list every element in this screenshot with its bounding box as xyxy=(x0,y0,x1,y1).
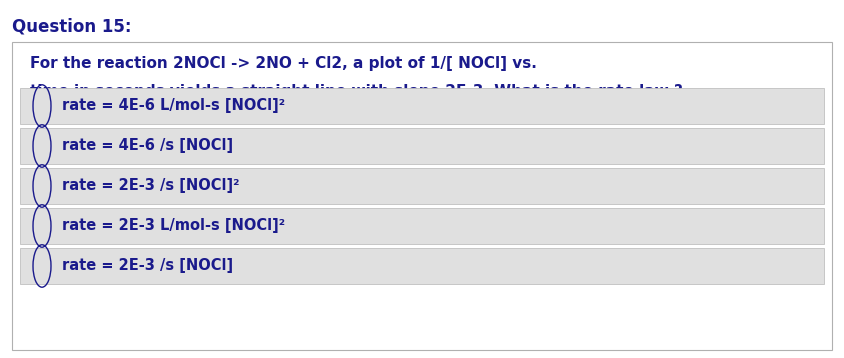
Text: Question 15:: Question 15: xyxy=(12,18,132,36)
Text: rate = 2E-3 L/mol-s [NOCl]²: rate = 2E-3 L/mol-s [NOCl]² xyxy=(62,218,285,233)
FancyBboxPatch shape xyxy=(12,42,832,350)
Text: rate = 4E-6 /s [NOCl]: rate = 4E-6 /s [NOCl] xyxy=(62,139,233,154)
FancyBboxPatch shape xyxy=(20,168,824,204)
Text: time in seconds yields a straight line with slope 2E-3. What is the rate law ?: time in seconds yields a straight line w… xyxy=(30,84,683,99)
Text: rate = 2E-3 /s [NOCl]: rate = 2E-3 /s [NOCl] xyxy=(62,258,233,274)
Text: rate = 2E-3 /s [NOCl]²: rate = 2E-3 /s [NOCl]² xyxy=(62,179,240,194)
FancyBboxPatch shape xyxy=(20,88,824,124)
FancyBboxPatch shape xyxy=(20,208,824,244)
FancyBboxPatch shape xyxy=(20,248,824,284)
FancyBboxPatch shape xyxy=(20,128,824,164)
Text: rate = 4E-6 L/mol-s [NOCl]²: rate = 4E-6 L/mol-s [NOCl]² xyxy=(62,98,285,113)
Text: For the reaction 2NOCl -> 2NO + Cl2, a plot of 1/[ NOCl] vs.: For the reaction 2NOCl -> 2NO + Cl2, a p… xyxy=(30,56,537,71)
